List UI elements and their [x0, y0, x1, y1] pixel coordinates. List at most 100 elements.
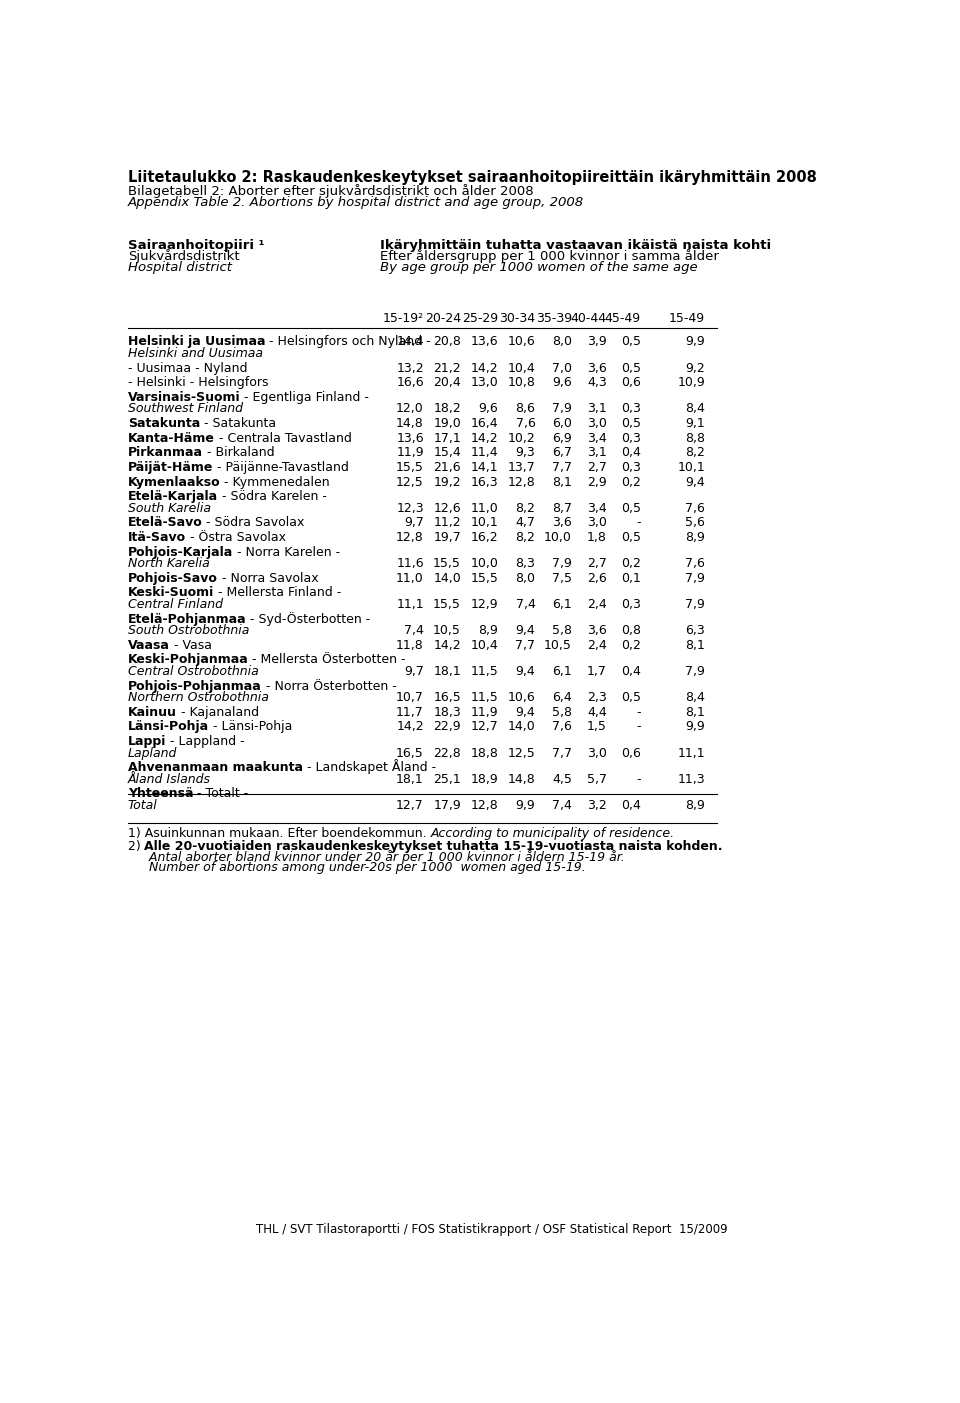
- Text: Pirkanmaa: Pirkanmaa: [128, 446, 203, 459]
- Text: 0,6: 0,6: [621, 376, 641, 389]
- Text: Kainuu: Kainuu: [128, 706, 177, 718]
- Text: 12,5: 12,5: [508, 746, 536, 759]
- Text: Sairaanhoitopiiri ¹: Sairaanhoitopiiri ¹: [128, 239, 264, 253]
- Text: 9,9: 9,9: [685, 335, 706, 348]
- Text: 10,6: 10,6: [508, 692, 536, 704]
- Text: 8,1: 8,1: [685, 638, 706, 652]
- Text: 7,9: 7,9: [552, 403, 572, 415]
- Text: 7,6: 7,6: [685, 502, 706, 515]
- Text: 15,5: 15,5: [433, 557, 461, 570]
- Text: 7,9: 7,9: [552, 557, 572, 570]
- Text: 12,7: 12,7: [470, 721, 498, 734]
- Text: 0,5: 0,5: [621, 692, 641, 704]
- Text: 11,0: 11,0: [396, 572, 423, 585]
- Text: Yhteensä: Yhteensä: [128, 787, 193, 801]
- Text: 1) Asuinkunnan mukaan. Efter boendekommun.: 1) Asuinkunnan mukaan. Efter boendekommu…: [128, 828, 430, 840]
- Text: 8,3: 8,3: [516, 557, 536, 570]
- Text: 14,0: 14,0: [433, 572, 461, 585]
- Text: 0,5: 0,5: [621, 532, 641, 544]
- Text: - Norra Karelen -: - Norra Karelen -: [233, 546, 344, 558]
- Text: 19,7: 19,7: [433, 532, 461, 544]
- Text: 0,6: 0,6: [621, 746, 641, 759]
- Text: 25-29: 25-29: [462, 313, 498, 325]
- Text: 7,4: 7,4: [552, 798, 572, 812]
- Text: 2,6: 2,6: [587, 572, 607, 585]
- Text: 10,7: 10,7: [396, 692, 423, 704]
- Text: 12,5: 12,5: [396, 476, 423, 488]
- Text: 2,7: 2,7: [587, 462, 607, 474]
- Text: - Södra Karelen -: - Södra Karelen -: [218, 490, 331, 504]
- Text: 6,7: 6,7: [552, 446, 572, 459]
- Text: 12,9: 12,9: [470, 598, 498, 612]
- Text: 9,4: 9,4: [516, 624, 536, 637]
- Text: - Helsingfors och Nyland -: - Helsingfors och Nyland -: [265, 335, 431, 348]
- Text: Pohjois-Pohjanmaa: Pohjois-Pohjanmaa: [128, 679, 261, 693]
- Text: 7,9: 7,9: [685, 598, 706, 612]
- Text: 10,1: 10,1: [678, 462, 706, 474]
- Text: 10,6: 10,6: [508, 335, 536, 348]
- Text: - Birkaland: - Birkaland: [203, 446, 275, 459]
- Text: 10,1: 10,1: [470, 516, 498, 529]
- Text: - Länsi-Pohja: - Länsi-Pohja: [209, 721, 292, 734]
- Text: Southwest Finland: Southwest Finland: [128, 403, 243, 415]
- Text: 1,7: 1,7: [587, 665, 607, 678]
- Text: 22,8: 22,8: [433, 746, 461, 759]
- Text: 3,6: 3,6: [587, 362, 607, 375]
- Text: 7,7: 7,7: [516, 638, 536, 652]
- Text: 0,4: 0,4: [621, 446, 641, 459]
- Text: 16,6: 16,6: [396, 376, 423, 389]
- Text: 14,8: 14,8: [396, 417, 423, 431]
- Text: 2,4: 2,4: [587, 638, 607, 652]
- Text: 11,9: 11,9: [470, 706, 498, 718]
- Text: 14,2: 14,2: [470, 432, 498, 445]
- Text: Alle 20-vuotiaiden raskaudenkeskeytykset tuhatta 15-19-vuotiasta naista kohden.: Alle 20-vuotiaiden raskaudenkeskeytykset…: [145, 840, 723, 853]
- Text: 16,5: 16,5: [396, 746, 423, 759]
- Text: -: -: [636, 706, 641, 718]
- Text: - Vasa: - Vasa: [170, 638, 211, 652]
- Text: 0,3: 0,3: [621, 432, 641, 445]
- Text: 8,9: 8,9: [685, 532, 706, 544]
- Text: 9,6: 9,6: [552, 376, 572, 389]
- Text: 15,4: 15,4: [433, 446, 461, 459]
- Text: 0,2: 0,2: [621, 557, 641, 570]
- Text: 3,6: 3,6: [552, 516, 572, 529]
- Text: 6,1: 6,1: [552, 598, 572, 612]
- Text: 17,9: 17,9: [433, 798, 461, 812]
- Text: 10,5: 10,5: [433, 624, 461, 637]
- Text: THL / SVT Tilastoraportti / FOS Statistikrapport / OSF Statistical Report  15/20: THL / SVT Tilastoraportti / FOS Statisti…: [256, 1223, 728, 1236]
- Text: 18,2: 18,2: [433, 403, 461, 415]
- Text: 15-49: 15-49: [669, 313, 706, 325]
- Text: - Norra Savolax: - Norra Savolax: [218, 572, 319, 585]
- Text: - Satakunta: - Satakunta: [200, 417, 276, 431]
- Text: 14,2: 14,2: [470, 362, 498, 375]
- Text: 13,6: 13,6: [396, 432, 423, 445]
- Text: 18,3: 18,3: [433, 706, 461, 718]
- Text: Itä-Savo: Itä-Savo: [128, 532, 186, 544]
- Text: 10,8: 10,8: [508, 376, 536, 389]
- Text: Länsi-Pohja: Länsi-Pohja: [128, 721, 209, 734]
- Text: 11,6: 11,6: [396, 557, 423, 570]
- Text: 10,4: 10,4: [470, 638, 498, 652]
- Text: 40-44: 40-44: [570, 313, 607, 325]
- Text: 22,9: 22,9: [433, 721, 461, 734]
- Text: 14,2: 14,2: [433, 638, 461, 652]
- Text: 0,4: 0,4: [621, 798, 641, 812]
- Text: Northern Ostrobothnia: Northern Ostrobothnia: [128, 692, 269, 704]
- Text: - Uusimaa - Nyland: - Uusimaa - Nyland: [128, 362, 248, 375]
- Text: 14,0: 14,0: [508, 721, 536, 734]
- Text: Appendix Table 2. Abortions by hospital district and age group, 2008: Appendix Table 2. Abortions by hospital …: [128, 196, 584, 209]
- Text: 11,5: 11,5: [470, 665, 498, 678]
- Text: 7,9: 7,9: [685, 665, 706, 678]
- Text: 14,8: 14,8: [508, 773, 536, 786]
- Text: - Päijänne-Tavastland: - Päijänne-Tavastland: [213, 462, 349, 474]
- Text: -: -: [636, 773, 641, 786]
- Text: 10,5: 10,5: [544, 638, 572, 652]
- Text: 21,6: 21,6: [433, 462, 461, 474]
- Text: 9,3: 9,3: [516, 446, 536, 459]
- Text: 6,3: 6,3: [685, 624, 706, 637]
- Text: 14,1: 14,1: [470, 462, 498, 474]
- Text: Helsinki ja Uusimaa: Helsinki ja Uusimaa: [128, 335, 265, 348]
- Text: 7,7: 7,7: [552, 746, 572, 759]
- Text: 7,4: 7,4: [516, 598, 536, 612]
- Text: Satakunta: Satakunta: [128, 417, 200, 431]
